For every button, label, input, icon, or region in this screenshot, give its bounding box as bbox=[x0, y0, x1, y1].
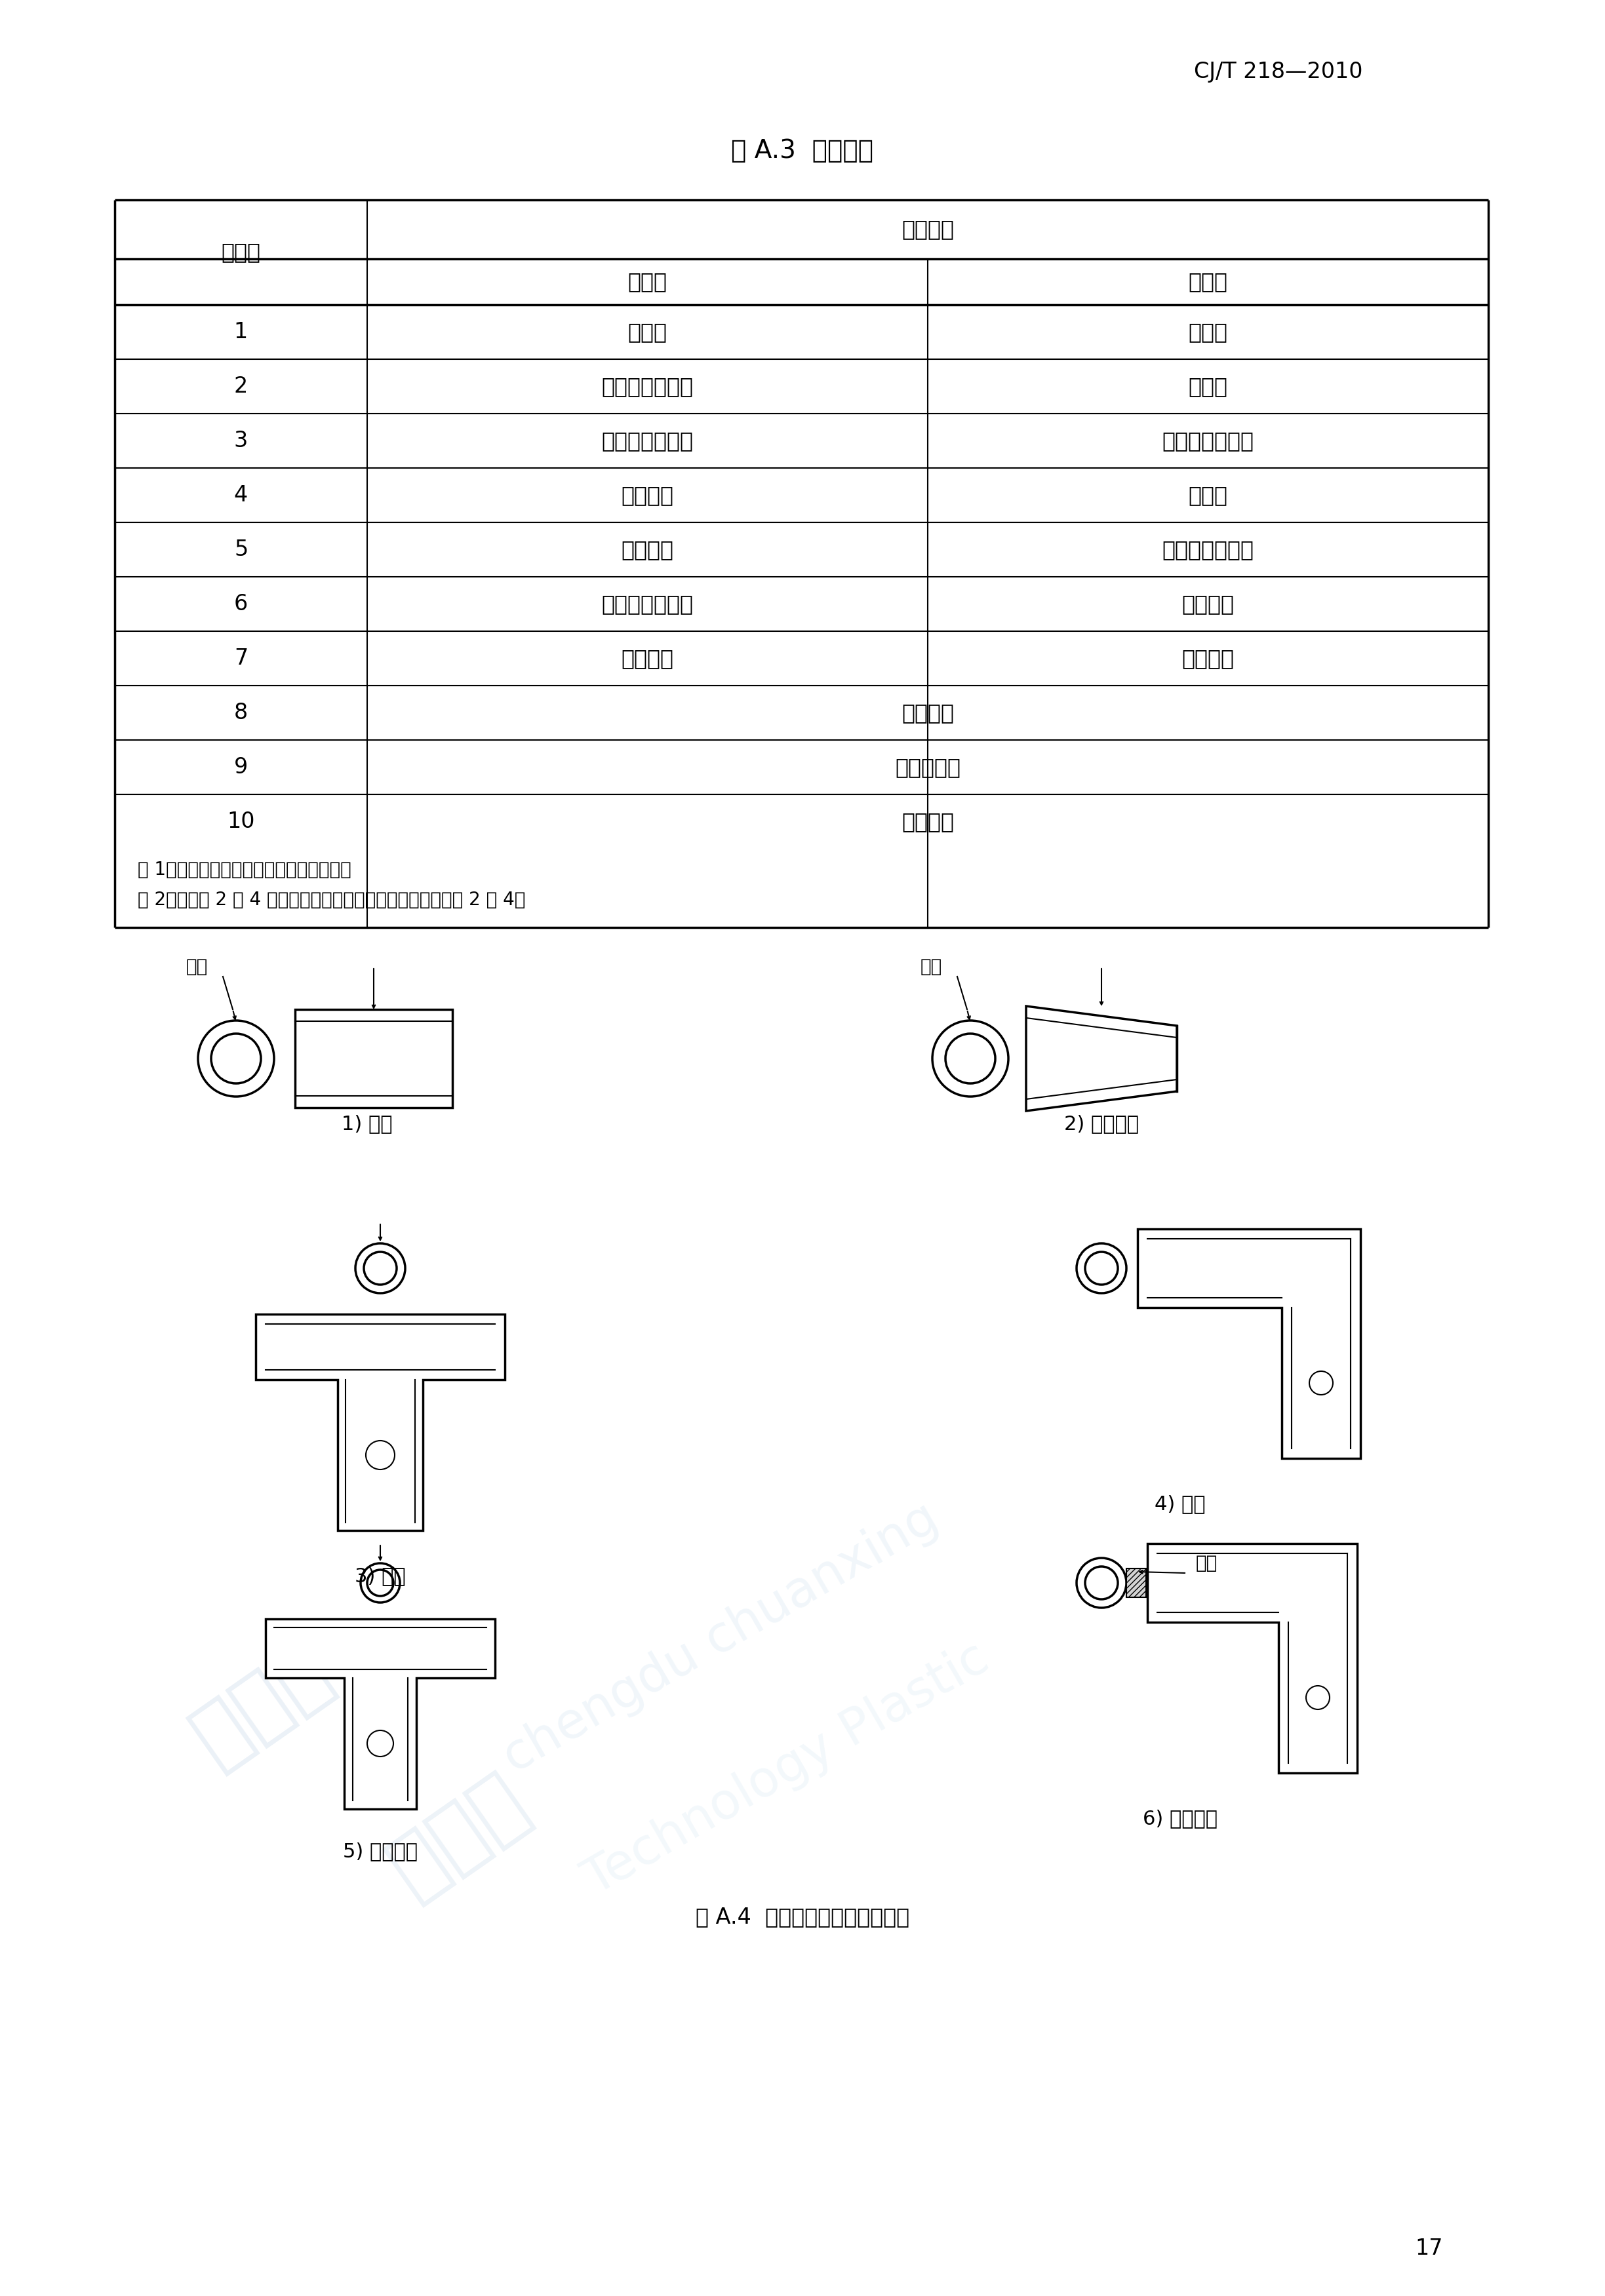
Text: 出现裂纹: 出现裂纹 bbox=[1181, 592, 1234, 615]
Text: 无变化: 无变化 bbox=[1188, 321, 1228, 342]
Circle shape bbox=[1077, 1559, 1127, 1607]
Text: 出现白化或凹降: 出现白化或凹降 bbox=[602, 377, 693, 397]
Circle shape bbox=[197, 1019, 274, 1097]
Circle shape bbox=[933, 1019, 1008, 1097]
Text: 成都川: 成都川 bbox=[180, 1630, 345, 1779]
Circle shape bbox=[368, 1570, 393, 1596]
Text: 流口: 流口 bbox=[186, 957, 207, 976]
Polygon shape bbox=[265, 1619, 494, 1809]
Circle shape bbox=[364, 1251, 396, 1286]
Circle shape bbox=[1077, 1244, 1127, 1293]
Text: 17: 17 bbox=[1416, 2236, 1443, 2259]
Circle shape bbox=[366, 1440, 395, 1469]
Text: 8: 8 bbox=[234, 703, 247, 723]
Text: 10: 10 bbox=[226, 810, 255, 833]
Text: 出现白化或凸出: 出现白化或凸出 bbox=[1162, 540, 1254, 560]
Text: 6) 龙头弯头: 6) 龙头弯头 bbox=[1143, 1809, 1218, 1828]
Text: 3: 3 bbox=[234, 429, 247, 452]
Text: CJ/T 218—2010: CJ/T 218—2010 bbox=[1194, 62, 1363, 83]
Text: chengdu chuanxing: chengdu chuanxing bbox=[496, 1495, 947, 1784]
Text: 5) 异径三通: 5) 异径三通 bbox=[343, 1841, 417, 1862]
Text: 出现大裂纹: 出现大裂纹 bbox=[896, 755, 960, 778]
Text: 4) 弯头: 4) 弯头 bbox=[1154, 1495, 1205, 1513]
Bar bbox=[295, 1010, 453, 1107]
Text: 2) 异径直通: 2) 异径直通 bbox=[1064, 1114, 1140, 1134]
Text: 1: 1 bbox=[234, 321, 247, 342]
Circle shape bbox=[361, 1564, 400, 1603]
Text: 内表面: 内表面 bbox=[1188, 271, 1228, 292]
Circle shape bbox=[355, 1244, 404, 1293]
Circle shape bbox=[1306, 1685, 1329, 1711]
Text: 出现裂纹: 出现裂纹 bbox=[621, 484, 674, 505]
Text: 衬庞: 衬庞 bbox=[1196, 1554, 1217, 1573]
Text: 出现裂纹: 出现裂纹 bbox=[621, 647, 674, 668]
Circle shape bbox=[212, 1033, 262, 1084]
Text: 落锤穿透: 落锤穿透 bbox=[902, 703, 953, 723]
Text: 注 1：所谓裂纹是指眼睛清晰看到的龟裂。: 注 1：所谓裂纹是指眼睛清晰看到的龟裂。 bbox=[138, 861, 351, 879]
Text: 出现白化或凸出: 出现白化或凸出 bbox=[1162, 429, 1254, 452]
Text: 无变化: 无变化 bbox=[1188, 484, 1228, 505]
Circle shape bbox=[1085, 1566, 1117, 1600]
Text: 5: 5 bbox=[234, 540, 247, 560]
Circle shape bbox=[1085, 1251, 1117, 1286]
Polygon shape bbox=[255, 1313, 506, 1531]
Text: 出现白化或凹降: 出现白化或凹降 bbox=[602, 592, 693, 615]
Text: 1) 直通: 1) 直通 bbox=[342, 1114, 393, 1134]
Text: 科技塑: 科技塑 bbox=[376, 1761, 542, 1910]
Text: 出现裂纹: 出现裂纹 bbox=[1181, 647, 1234, 668]
Text: 6: 6 bbox=[234, 592, 247, 615]
Text: 流口: 流口 bbox=[920, 957, 942, 976]
Text: 3) 三通: 3) 三通 bbox=[355, 1566, 406, 1587]
Circle shape bbox=[368, 1731, 393, 1756]
Polygon shape bbox=[1148, 1543, 1358, 1773]
Polygon shape bbox=[1138, 1228, 1361, 1458]
Text: 7: 7 bbox=[234, 647, 247, 668]
Circle shape bbox=[1310, 1371, 1332, 1394]
Text: 表 A.3  判定方法: 表 A.3 判定方法 bbox=[732, 138, 873, 163]
Text: 外表面: 外表面 bbox=[628, 271, 668, 292]
Text: 无变化: 无变化 bbox=[628, 321, 668, 342]
Text: 4: 4 bbox=[234, 484, 247, 505]
Text: 出现白化或凹降: 出现白化或凹降 bbox=[602, 429, 693, 452]
Text: 外观状态: 外观状态 bbox=[902, 218, 953, 241]
Text: 破坏度: 破坏度 bbox=[221, 241, 260, 264]
Circle shape bbox=[945, 1033, 995, 1084]
Text: 图 A.4  试样接受冲击位置和方向: 图 A.4 试样接受冲击位置和方向 bbox=[695, 1906, 910, 1929]
Text: 2: 2 bbox=[234, 377, 247, 397]
Text: 9: 9 bbox=[234, 755, 247, 778]
Text: 解体破坏: 解体破坏 bbox=[902, 810, 953, 833]
Bar bbox=[1127, 1568, 1146, 1598]
Text: Technology Plastic: Technology Plastic bbox=[576, 1635, 998, 1906]
Text: 无变化: 无变化 bbox=[1188, 377, 1228, 397]
Text: 出现裂纹: 出现裂纹 bbox=[621, 540, 674, 560]
Polygon shape bbox=[1026, 1006, 1176, 1111]
Text: 注 2：破坏度 2 和 4 中，内外表面出现相反情况时也同样判为 2 和 4。: 注 2：破坏度 2 和 4 中，内外表面出现相反情况时也同样判为 2 和 4。 bbox=[138, 891, 525, 909]
